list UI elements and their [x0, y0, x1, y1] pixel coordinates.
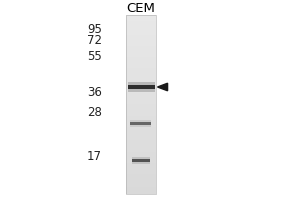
Bar: [126, 127, 156, 129]
Bar: [126, 147, 156, 149]
Bar: [126, 111, 156, 113]
Bar: [126, 86, 156, 89]
Bar: [126, 28, 156, 30]
Bar: [126, 187, 156, 190]
Text: 72: 72: [87, 34, 102, 47]
Bar: [132, 162, 150, 164]
Bar: [126, 82, 156, 84]
Bar: [128, 82, 154, 85]
Bar: [126, 143, 156, 145]
Bar: [126, 57, 156, 59]
Text: 17: 17: [87, 150, 102, 163]
Text: 55: 55: [87, 50, 102, 63]
Bar: [126, 39, 156, 42]
Bar: [126, 95, 156, 98]
Bar: [126, 19, 156, 21]
Bar: [128, 85, 154, 89]
Bar: [126, 140, 156, 143]
Bar: [130, 120, 152, 122]
Bar: [126, 178, 156, 181]
Bar: [126, 71, 156, 73]
Bar: [126, 145, 156, 147]
Bar: [126, 183, 156, 185]
Bar: [126, 53, 156, 55]
Bar: [126, 154, 156, 156]
Bar: [126, 75, 156, 77]
Bar: [126, 21, 156, 24]
Text: 95: 95: [87, 23, 102, 36]
Bar: [126, 37, 156, 39]
Bar: [126, 62, 156, 64]
Bar: [126, 190, 156, 192]
Bar: [126, 66, 156, 68]
Bar: [126, 48, 156, 50]
Bar: [126, 113, 156, 116]
Bar: [126, 174, 156, 176]
Bar: [126, 136, 156, 138]
Bar: [126, 129, 156, 131]
Bar: [126, 156, 156, 158]
Bar: [126, 44, 156, 46]
Bar: [126, 158, 156, 161]
Bar: [126, 185, 156, 187]
Text: 28: 28: [87, 106, 102, 119]
Bar: [126, 98, 156, 100]
Text: CEM: CEM: [127, 2, 155, 15]
Bar: [126, 91, 156, 93]
Bar: [126, 68, 156, 71]
Bar: [126, 118, 156, 120]
Bar: [126, 93, 156, 95]
Bar: [126, 134, 156, 136]
Bar: [126, 80, 156, 82]
Bar: [132, 157, 150, 159]
Polygon shape: [158, 83, 168, 91]
Bar: [126, 42, 156, 44]
Bar: [126, 84, 156, 86]
Bar: [126, 181, 156, 183]
Bar: [130, 122, 152, 125]
Bar: [126, 107, 156, 109]
Bar: [126, 77, 156, 80]
Bar: [132, 159, 150, 162]
Bar: [126, 172, 156, 174]
Bar: [130, 125, 152, 127]
Bar: [126, 138, 156, 140]
Bar: [126, 100, 156, 102]
Bar: [126, 73, 156, 75]
Bar: [126, 131, 156, 134]
Bar: [126, 109, 156, 111]
Bar: [126, 26, 156, 28]
Bar: [126, 161, 156, 163]
Bar: [128, 89, 154, 92]
Bar: [126, 35, 156, 37]
Bar: [126, 149, 156, 152]
Bar: [126, 30, 156, 33]
Bar: [126, 50, 156, 53]
Bar: [126, 176, 156, 178]
Bar: [126, 167, 156, 170]
Bar: [126, 163, 156, 165]
Bar: [126, 24, 156, 26]
Bar: [126, 33, 156, 35]
Text: 36: 36: [87, 86, 102, 99]
Bar: [126, 17, 156, 19]
Bar: [126, 64, 156, 66]
Bar: [126, 15, 156, 17]
Bar: [126, 125, 156, 127]
Bar: [126, 122, 156, 125]
Bar: [126, 116, 156, 118]
Bar: [126, 192, 156, 194]
Bar: [126, 120, 156, 122]
Bar: [126, 89, 156, 91]
Bar: [126, 102, 156, 104]
Bar: [126, 170, 156, 172]
Bar: [126, 55, 156, 57]
Bar: [126, 165, 156, 167]
Bar: [126, 46, 156, 48]
Bar: [126, 152, 156, 154]
Bar: [126, 59, 156, 62]
Bar: [126, 104, 156, 107]
